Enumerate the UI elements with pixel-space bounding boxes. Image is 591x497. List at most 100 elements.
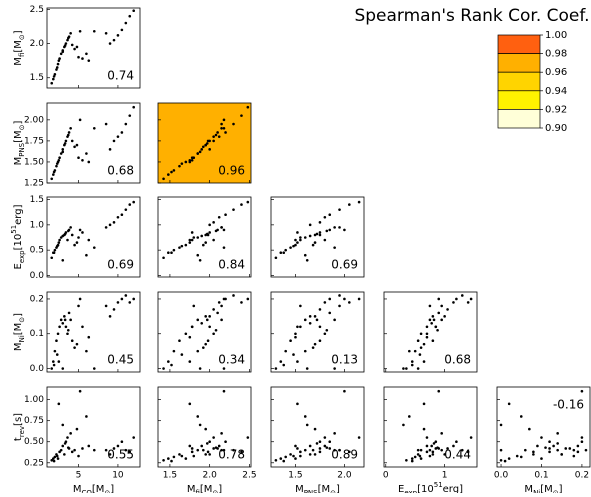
point (294, 444, 297, 448)
label-part: exp (404, 489, 417, 493)
point (120, 440, 124, 444)
point (556, 448, 559, 452)
point (548, 447, 551, 450)
point (328, 213, 332, 217)
point (357, 436, 361, 439)
point (232, 448, 235, 452)
panel (270, 196, 365, 278)
point (222, 367, 226, 370)
point (303, 253, 307, 257)
coefficient: 0.84 (218, 258, 245, 272)
point (206, 339, 210, 342)
point (61, 444, 65, 448)
point (63, 142, 67, 145)
point (87, 335, 91, 339)
point (78, 389, 82, 393)
label-part: ] (13, 313, 24, 317)
point (532, 450, 535, 454)
point (167, 173, 170, 176)
point (66, 38, 69, 42)
point (112, 447, 116, 450)
x-tick-label: 0.2 (575, 471, 589, 481)
point (308, 315, 312, 318)
point (188, 238, 192, 242)
point (66, 36, 70, 40)
point (540, 436, 543, 439)
point (206, 450, 210, 454)
point (430, 444, 433, 448)
point (432, 318, 436, 322)
point (232, 208, 235, 211)
point (124, 294, 128, 297)
point (190, 447, 194, 450)
point (405, 458, 408, 462)
label-part: [M (13, 323, 24, 336)
axis-label: MPNS[M⊙] (13, 120, 26, 165)
point (279, 457, 283, 460)
point (305, 367, 309, 370)
point (120, 297, 124, 301)
label-part: t (13, 437, 24, 441)
point (246, 200, 250, 204)
point (292, 454, 295, 458)
point (63, 44, 67, 47)
point (292, 353, 295, 356)
point (328, 440, 332, 444)
point (323, 238, 327, 242)
point (61, 423, 65, 427)
point (318, 308, 322, 311)
point (73, 346, 76, 349)
label-part: ] (336, 484, 340, 493)
point (452, 444, 455, 448)
point (436, 328, 439, 332)
point (124, 122, 128, 126)
y-tick-label: 0.25 (24, 458, 44, 468)
label-part: E (398, 484, 404, 493)
label-part: M (187, 484, 196, 493)
point (180, 162, 184, 165)
point (212, 436, 215, 439)
point (443, 453, 446, 456)
point (75, 45, 79, 49)
point (69, 432, 72, 435)
point (202, 243, 205, 247)
point (279, 251, 283, 254)
point (108, 315, 112, 318)
point (188, 360, 192, 363)
point (212, 238, 215, 242)
point (132, 9, 135, 13)
point (92, 126, 96, 130)
point (296, 447, 299, 450)
point (540, 457, 543, 460)
point (338, 294, 341, 297)
point (61, 148, 65, 151)
point (313, 233, 317, 237)
panel (157, 386, 252, 468)
point (132, 297, 135, 301)
point (85, 349, 88, 353)
label-part: [10 (417, 484, 434, 493)
label-part: rev (18, 426, 26, 437)
point (70, 139, 74, 143)
point (124, 21, 128, 25)
x-tick-label: 2.5 (242, 471, 256, 481)
point (172, 455, 176, 459)
colorbar-bin (497, 71, 541, 92)
point (196, 236, 200, 239)
point (52, 170, 56, 174)
coefficient: 0.68 (444, 353, 471, 367)
point (67, 311, 71, 315)
point (437, 389, 441, 393)
point (220, 304, 223, 308)
point (92, 448, 96, 452)
axis-label: Eexp[1051erg] (398, 481, 463, 493)
point (73, 47, 76, 51)
point (222, 246, 226, 249)
point (422, 360, 426, 363)
point (61, 367, 65, 370)
point (55, 353, 59, 356)
point (425, 335, 429, 339)
label-part: [M (13, 130, 24, 143)
point (460, 448, 464, 452)
point (217, 135, 221, 138)
